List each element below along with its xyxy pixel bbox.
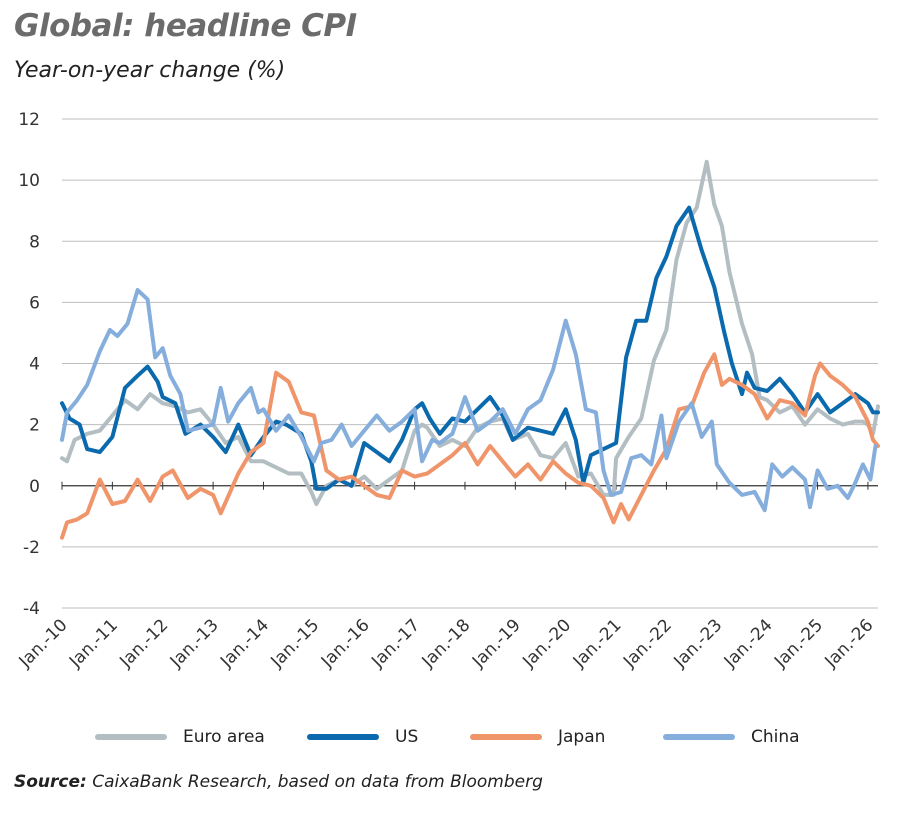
x-tick-label: Jan.-20	[518, 615, 575, 672]
source-note: Source: CaixaBank Research, based on dat…	[14, 772, 543, 792]
y-tick-label: 4	[29, 355, 40, 375]
legend-item-china: China	[663, 727, 800, 747]
x-tick-label: Jan.-23	[670, 615, 727, 672]
source-text: CaixaBank Research, based on data from B…	[92, 772, 543, 792]
y-tick-label: -2	[23, 538, 40, 558]
legend-swatch-japan	[470, 734, 542, 740]
legend-label-china: China	[751, 727, 800, 747]
x-tick-label: Jan.-12	[115, 615, 172, 672]
series-line-us	[60, 205, 880, 491]
y-tick-label: 6	[29, 293, 40, 313]
source-label: Source:	[14, 772, 87, 792]
x-tick-label: Jan.-24	[720, 615, 777, 672]
y-tick-label: 2	[29, 416, 40, 436]
chart-legend: Euro area US Japan China	[95, 727, 855, 753]
chart-title: Global: headline CPI	[14, 8, 357, 44]
x-tick-label: Jan.-17	[367, 615, 424, 672]
y-axis: -4 -2 0 2 4 6 8 10 12	[18, 110, 40, 619]
legend-item-euro-area: Euro area	[95, 727, 265, 747]
series-layer	[60, 159, 880, 540]
x-tick-label: Jan.-15	[267, 615, 324, 672]
legend-swatch-euro-area	[95, 734, 167, 740]
legend-label-us: US	[395, 727, 419, 747]
y-tick-label: 10	[18, 171, 40, 191]
x-tick-label: Jan.-22	[619, 615, 676, 672]
legend-item-japan: Japan	[470, 727, 605, 747]
x-axis: Jan.-10Jan.-11Jan.-12Jan.-13Jan.-14Jan.-…	[15, 481, 878, 672]
x-tick-label: Jan.-21	[569, 615, 626, 672]
legend-item-us: US	[307, 727, 418, 747]
x-tick-label: Jan.-13	[166, 615, 223, 672]
x-tick-label: Jan.-26	[821, 615, 878, 672]
x-tick-label: Jan.-18	[418, 615, 475, 672]
legend-swatch-us	[307, 734, 379, 740]
x-tick-label: Jan.-10	[15, 615, 72, 672]
legend-label-japan: Japan	[558, 727, 606, 747]
x-tick-label: Jan.-11	[65, 615, 122, 672]
y-tick-label: 8	[29, 232, 40, 252]
y-tick-label: 12	[18, 110, 40, 130]
x-tick-label: Jan.-16	[317, 615, 374, 672]
x-tick-label: Jan.-19	[468, 615, 525, 672]
series-line-japan	[60, 352, 880, 540]
y-tick-label: -4	[23, 599, 40, 619]
x-tick-label: Jan.-14	[216, 615, 273, 672]
y-tick-label: 0	[29, 477, 40, 497]
series-line-china	[60, 288, 878, 513]
legend-label-euro-area: Euro area	[183, 727, 265, 747]
legend-swatch-china	[663, 734, 735, 740]
chart-subtitle: Year-on-year change (%)	[14, 58, 286, 83]
x-tick-label: Jan.-25	[770, 615, 827, 672]
grid-layer	[62, 118, 878, 609]
